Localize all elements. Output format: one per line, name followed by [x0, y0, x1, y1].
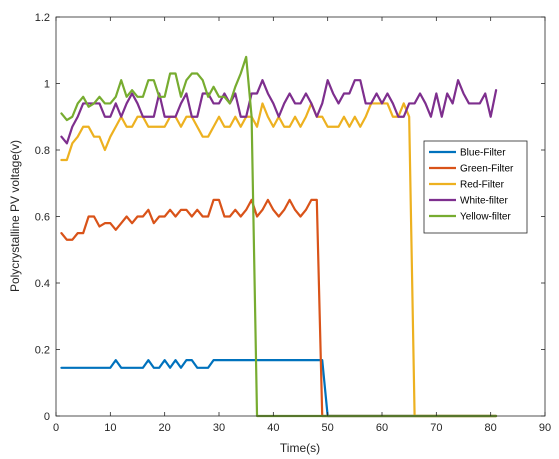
x-tick-label: 10 [104, 422, 116, 434]
y-tick-label: 0.6 [35, 212, 50, 224]
x-tick-label: 80 [485, 422, 497, 434]
y-tick-label: 0.2 [35, 345, 50, 357]
y-axis-label: Polycrystalline PV voltage(v) [8, 140, 22, 292]
x-tick-label: 20 [159, 422, 171, 434]
legend-label-white-filter: White-filter [460, 196, 508, 207]
x-tick-label: 40 [267, 422, 279, 434]
x-tick-label: 0 [53, 422, 59, 434]
legend-label-red-filter: Red-Filter [460, 180, 505, 191]
x-tick-label: 30 [213, 422, 225, 434]
axis-ticks: 0 10 20 30 40 50 60 70 80 90 0 0.2 0.4 0.6 0.8 1 1.2 [35, 12, 551, 434]
legend-label-blue-filter: Blue-Filter [460, 148, 506, 159]
x-tick-label: 60 [376, 422, 388, 434]
legend: Blue-Filter Green-Filter Red-Filter White-f… [423, 140, 528, 234]
legend-box [423, 140, 528, 234]
series-line-white-filter [60, 79, 498, 145]
x-axis-label: Time(s) [280, 441, 320, 455]
legend-label-green-filter: Green-Filter [460, 164, 514, 175]
y-tick-label: 1 [44, 79, 50, 91]
y-tick-label: 0.8 [35, 145, 50, 157]
x-tick-label: 50 [322, 422, 334, 434]
y-tick-label: 0 [44, 411, 50, 423]
y-tick-label: 1.2 [35, 12, 50, 24]
legend-label-yellow-filter: Yellow-filter [460, 212, 511, 223]
x-tick-label: 70 [430, 422, 442, 434]
y-tick-label: 0.4 [35, 278, 50, 290]
x-tick-label: 90 [539, 422, 551, 434]
